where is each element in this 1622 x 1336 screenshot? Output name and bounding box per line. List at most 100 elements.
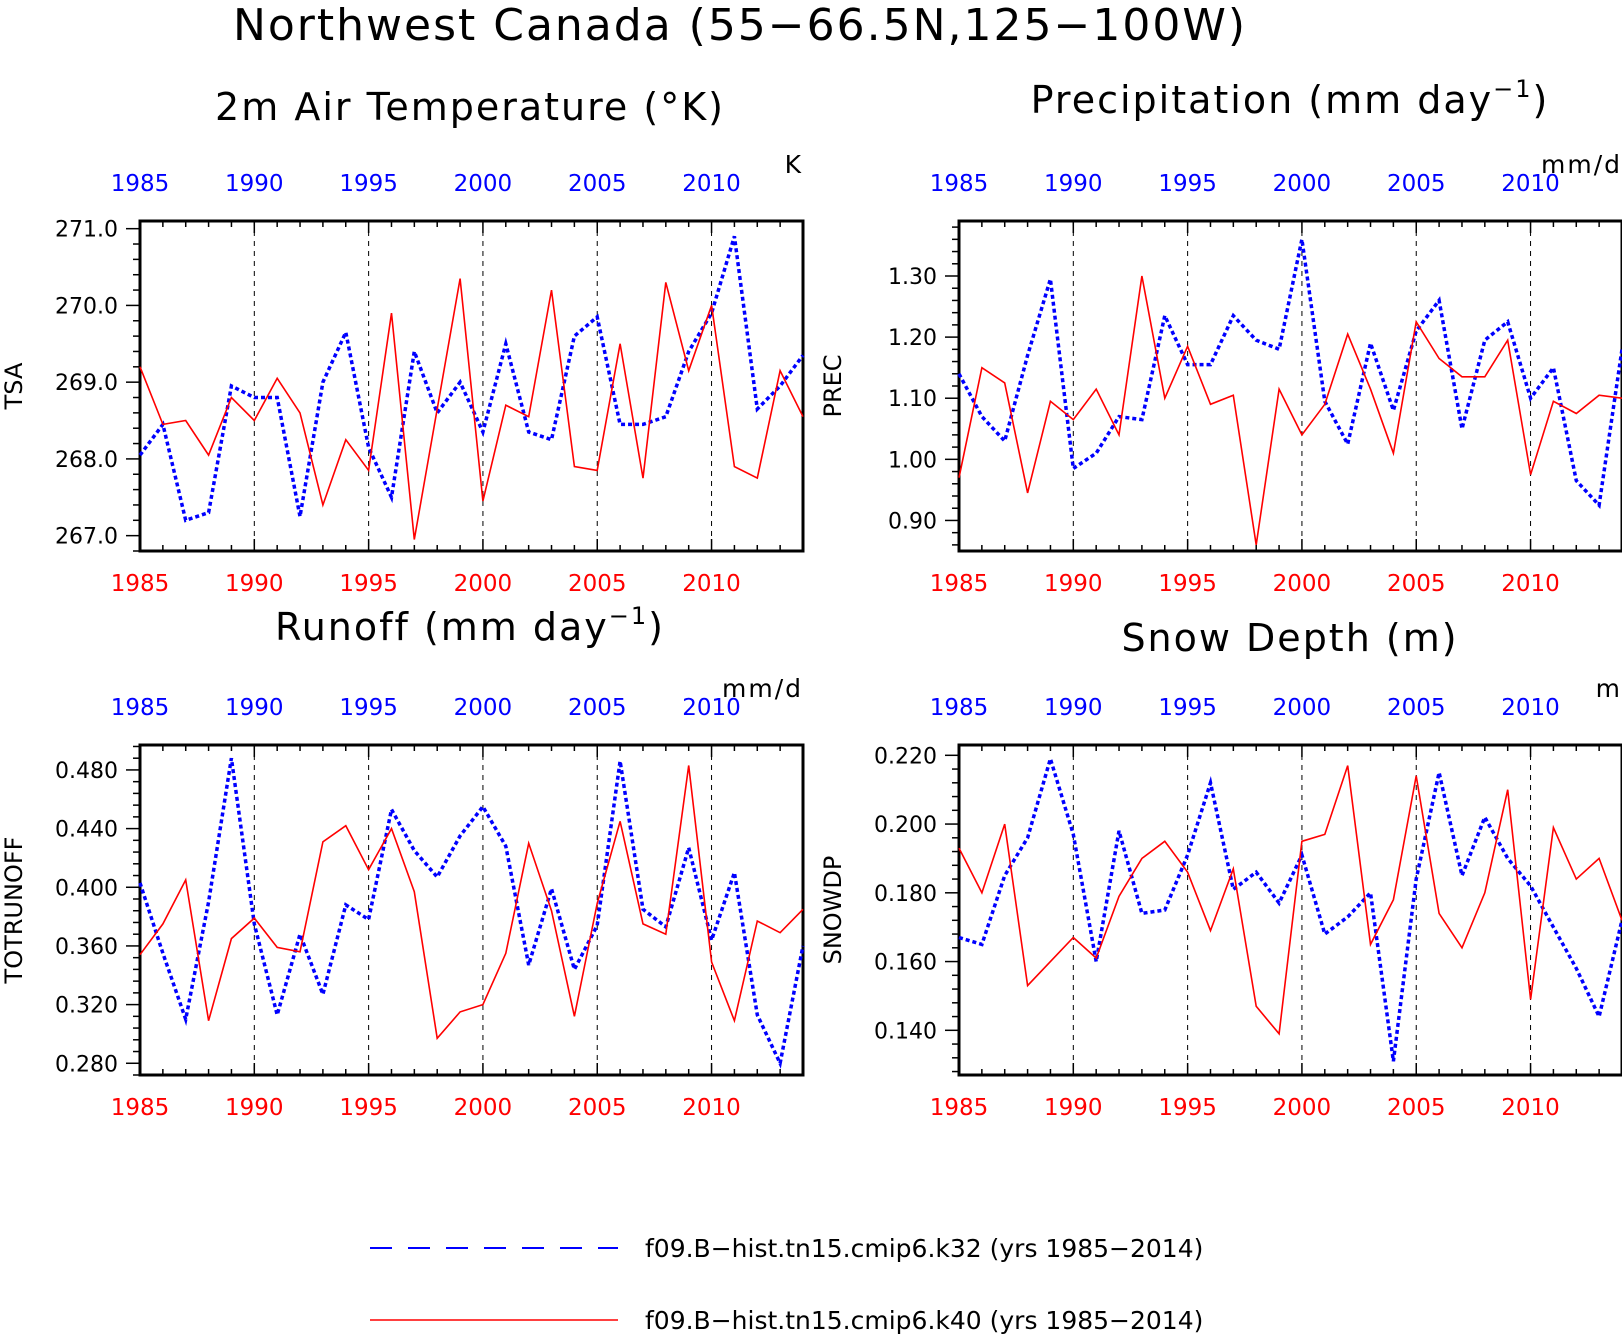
- x-tick-label-top: 2005: [1387, 171, 1446, 197]
- x-tick-label-bottom: 1995: [339, 571, 398, 597]
- x-tick-label-bottom: 1990: [225, 571, 284, 597]
- x-tick-label-top: 2005: [568, 695, 627, 721]
- x-tick-label-bottom: 2010: [1501, 1095, 1560, 1121]
- series-line-k40: [139, 278, 804, 540]
- panel-title-superscript: −1: [1493, 75, 1532, 103]
- y-tick-label: 0.360: [55, 935, 118, 960]
- x-tick-label-top: 1995: [1158, 695, 1217, 721]
- series-line-k32: [138, 757, 805, 1069]
- x-tick-label-bottom: 2005: [568, 1095, 627, 1121]
- x-tick-label-bottom: 1985: [930, 571, 989, 597]
- y-tick-label: 0.280: [55, 1052, 118, 1077]
- y-tick-label: 0.480: [55, 759, 118, 784]
- x-tick-label-top: 1990: [1044, 695, 1103, 721]
- y-tick-label: 267.0: [55, 525, 118, 550]
- series-line-k40: [139, 765, 804, 1041]
- x-tick-label-top: 2010: [682, 171, 741, 197]
- x-tick-label-top: 2010: [1501, 171, 1560, 197]
- panel-title-end: ): [648, 605, 665, 649]
- y-tick-label: 270.0: [55, 294, 118, 319]
- panel-prec: Precipitation (mm day−1) mm/d 1985 1985 1990…: [819, 75, 1622, 597]
- y-tick-label: 0.400: [55, 876, 118, 901]
- panel-title-text: Runoff (mm day: [275, 605, 609, 649]
- panel-title: Snow Depth (m): [1121, 616, 1458, 660]
- x-tick-label-top: 1990: [225, 171, 284, 197]
- x-tick-label-bottom: 2000: [454, 1095, 513, 1121]
- x-tick-label-bottom: 2000: [1273, 571, 1332, 597]
- panel-title: Runoff (mm day−1): [275, 602, 665, 649]
- series-line-k40: [958, 275, 1622, 546]
- x-tick-label-top: 2000: [454, 695, 513, 721]
- x-tick-label-bottom: 2010: [1501, 571, 1560, 597]
- y-tick-label: 268.0: [55, 448, 118, 473]
- series-line-k32: [138, 235, 805, 523]
- panel-snowdp: Snow Depth (m) m 1985 1985 1990 1990 1995 1995 2…: [819, 616, 1622, 1121]
- x-tick-label-top: 1990: [1044, 171, 1103, 197]
- y-tick-label: 0.160: [874, 951, 937, 976]
- y-axis-label: TOTRUNOFF: [0, 837, 28, 985]
- y-tick-label: 0.200: [874, 813, 937, 838]
- x-tick-label-bottom: 1995: [1158, 1095, 1217, 1121]
- units-label: mm/d: [1541, 150, 1622, 179]
- y-tick-label: 271.0: [55, 218, 118, 243]
- figure-title: Northwest Canada (55−66.5N,125−100W): [233, 0, 1247, 51]
- panel-title-text: 2m Air Temperature (°K): [215, 85, 725, 129]
- plot-frame: [957, 219, 1622, 553]
- y-tick-label: 0.220: [874, 744, 937, 769]
- x-tick-label-bottom: 2005: [568, 571, 627, 597]
- x-tick-label-top: 2000: [1273, 695, 1332, 721]
- x-tick-label-bottom: 2000: [454, 571, 513, 597]
- x-tick-label-bottom: 1995: [339, 1095, 398, 1121]
- x-tick-label-top: 2005: [568, 171, 627, 197]
- y-tick-label: 1.10: [888, 387, 937, 412]
- x-tick-label-bottom: 1985: [930, 1095, 989, 1121]
- x-tick-label-bottom: 2005: [1387, 571, 1446, 597]
- legend: f09.B−hist.tn15.cmip6.k32 (yrs 1985−2014…: [370, 1234, 1203, 1335]
- x-tick-label-bottom: 1985: [111, 1095, 170, 1121]
- plot-frame: [138, 219, 805, 553]
- x-tick-label-top: 1985: [930, 695, 989, 721]
- panel-title-end: ): [1533, 78, 1550, 122]
- series-line-k32: [957, 238, 1622, 510]
- units-label: mm/d: [722, 674, 803, 703]
- panel-title-text: Snow Depth (m): [1121, 616, 1458, 660]
- y-tick-label: 269.0: [55, 371, 118, 396]
- panel-tsa: 2m Air Temperature (°K) K 1985 1985 1990 1990…: [0, 85, 805, 597]
- y-tick-label: 0.320: [55, 994, 118, 1019]
- x-tick-label-top: 1990: [225, 695, 284, 721]
- y-tick-label: 0.90: [888, 509, 937, 534]
- x-tick-label-bottom: 1990: [225, 1095, 284, 1121]
- x-tick-label-bottom: 2005: [1387, 1095, 1446, 1121]
- panel-title-text: Precipitation (mm day: [1031, 78, 1493, 122]
- legend-label: f09.B−hist.tn15.cmip6.k32 (yrs 1985−2014…: [645, 1234, 1203, 1263]
- panel-title: Precipitation (mm day−1): [1031, 75, 1550, 122]
- x-tick-label-bottom: 2010: [682, 571, 741, 597]
- x-tick-label-bottom: 1985: [111, 571, 170, 597]
- panel-title: 2m Air Temperature (°K): [215, 85, 725, 129]
- x-tick-label-top: 2010: [1501, 695, 1560, 721]
- x-tick-label-top: 2000: [1273, 171, 1332, 197]
- x-tick-label-top: 1995: [1158, 171, 1217, 197]
- x-tick-label-top: 1985: [111, 171, 170, 197]
- x-tick-label-top: 1995: [339, 695, 398, 721]
- y-tick-label: 0.180: [874, 882, 937, 907]
- y-tick-label: 0.440: [55, 818, 118, 843]
- x-tick-label-top: 1985: [111, 695, 170, 721]
- x-tick-label-top: 2000: [454, 171, 513, 197]
- series-line-k40: [958, 765, 1622, 1036]
- x-tick-label-bottom: 1990: [1044, 571, 1103, 597]
- y-tick-label: 1.30: [888, 265, 937, 290]
- x-tick-label-top: 2005: [1387, 695, 1446, 721]
- panel-totrunoff: Runoff (mm day−1) mm/d 1985 1985 1990 1990 199…: [0, 602, 805, 1121]
- series-line-k32: [958, 752, 1622, 1062]
- y-tick-label: 0.140: [874, 1019, 937, 1044]
- plot-frame: [957, 743, 1622, 1077]
- y-axis-label: PREC: [819, 354, 847, 417]
- x-tick-label-top: 1985: [930, 171, 989, 197]
- x-tick-label-bottom: 2000: [1273, 1095, 1332, 1121]
- x-tick-label-bottom: 1990: [1044, 1095, 1103, 1121]
- y-tick-label: 1.00: [888, 448, 937, 473]
- panel-title-superscript: −1: [609, 602, 648, 630]
- units-label: m: [1596, 674, 1622, 703]
